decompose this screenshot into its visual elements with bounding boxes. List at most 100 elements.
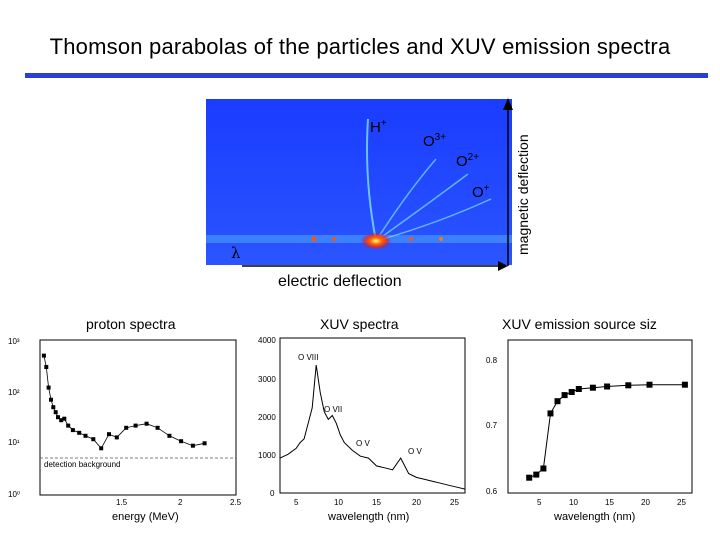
proton-data-point [167,433,172,438]
proton-ytick-label: 10² [8,388,20,397]
source-size-point [625,382,632,389]
source-size-chart: 0.8 0.7 0.6 5 10 15 20 25 wavelength (nm… [486,339,693,523]
proton-data-point [56,415,60,420]
zero-point-spot [360,232,392,250]
proton-xtick-label: 2 [178,498,183,507]
proton-ytick-label: 10¹ [8,438,20,447]
xuv-plot-frame [279,337,466,494]
proton-data-series [41,353,207,451]
source-size-line [528,384,685,479]
proton-series-line [43,355,205,449]
xuv-spectrum-line [279,365,466,490]
proton-data-point [114,435,119,440]
ion-label-o-plus: O+ [472,183,490,201]
proton-data-point [179,439,184,444]
ion-label-h-plus: H+ [370,118,387,136]
source-xtick-label: 20 [641,498,650,507]
deflection-arrows [242,98,513,271]
proton-data-point [44,365,49,369]
proton-data-point [51,405,56,410]
proton-data-point [155,425,160,430]
spectral-spot [409,237,413,241]
proton-data-point [83,433,88,438]
h-plus-parabola [366,118,377,242]
source-ytick-label: 0.7 [486,421,498,430]
source-ytick-label: 0.6 [486,487,498,496]
thomson-parabola-image [206,99,512,265]
proton-data-point [202,441,207,446]
o3-parabola [375,158,437,242]
source-size-point [533,471,540,478]
proton-xtick-label: 1.5 [116,498,128,507]
source-xtick-label: 15 [605,498,614,507]
electric-deflection-label: electric deflection [278,273,402,290]
proton-data-point [53,410,58,415]
xuv-line-annotation: O VIII [298,353,318,362]
magnetic-arrowhead [503,98,513,110]
proton-data-point [62,416,67,421]
xuv-xaxis-label: wavelength (nm) [327,511,409,523]
source-size-point [554,398,561,405]
spectral-spot [439,237,443,241]
zero-order-band [206,235,512,243]
xuv-line-annotation: O VII [324,405,342,414]
source-size-point [575,386,582,392]
spectral-spot [311,236,317,242]
source-ytick-label: 0.8 [486,356,498,365]
xuv-line-annotation: O V [408,447,422,456]
title-divider [25,73,708,78]
ion-label-o3-plus: O3+ [423,132,447,150]
proton-data-point [66,423,71,428]
proton-data-point [46,385,51,390]
xuv-ytick-label: 2000 [258,413,276,422]
proton-data-point [59,418,64,423]
proton-data-point [133,423,138,428]
source-size-points [526,381,688,481]
proton-data-point [77,430,82,435]
xuv-xtick-label: 10 [334,498,343,507]
source-size-point [589,384,596,391]
proton-data-point [190,443,195,448]
source-size-point [681,381,688,388]
source-size-point [604,383,611,390]
xuv-xtick-label: 5 [294,498,299,507]
proton-data-point [41,353,46,358]
proton-spectra-chart: detection background 10³ 10² 10¹ 10⁰ 1.5… [8,337,242,523]
source-xaxis-label: wavelength (nm) [553,511,635,523]
proton-data-point [91,437,96,442]
ion-label-o2-plus: O2+ [456,152,480,170]
spectral-spot [332,237,336,241]
source-xtick-label: 10 [569,498,578,507]
source-size-point [568,389,575,395]
source-xtick-label: 5 [537,498,542,507]
xuv-xtick-label: 15 [372,498,381,507]
xuv-line-annotation: O V [356,439,370,448]
proton-data-point [49,397,53,402]
xuv-spectra-chart: O VIII O VII O V O V 4000 3000 2000 1000… [258,336,466,523]
proton-data-point [70,428,75,433]
source-plot-frame [507,339,693,494]
proton-xaxis-label: energy (MeV) [112,511,179,523]
proton-data-point [124,425,129,430]
source-size-point [526,474,533,481]
source-size-point [561,392,568,399]
xuv-ytick-label: 0 [270,489,275,498]
electric-arrowhead [498,261,508,271]
source-size-label: XUV emission source siz [502,316,657,332]
detection-background-label: detection background [44,460,121,469]
xuv-ytick-label: 1000 [258,451,276,460]
magnetic-deflection-label: magnetic deflection [515,134,531,255]
source-size-point [540,465,547,472]
page-title: Thomson parabolas of the particles and X… [49,34,671,59]
xuv-ytick-label: 3000 [258,375,276,384]
proton-plot-frame [39,339,237,496]
xuv-ytick-label: 4000 [258,336,276,345]
proton-spectra-label: proton spectra [86,316,176,332]
xuv-spectra-label: XUV spectra [320,316,399,332]
source-xtick-label: 25 [677,498,686,507]
xuv-xtick-label: 20 [412,498,421,507]
lambda-symbol: λ [231,244,241,262]
proton-ytick-label: 10⁰ [8,490,20,499]
xuv-xtick-label: 25 [450,498,459,507]
proton-xtick-label: 2.5 [230,498,242,507]
